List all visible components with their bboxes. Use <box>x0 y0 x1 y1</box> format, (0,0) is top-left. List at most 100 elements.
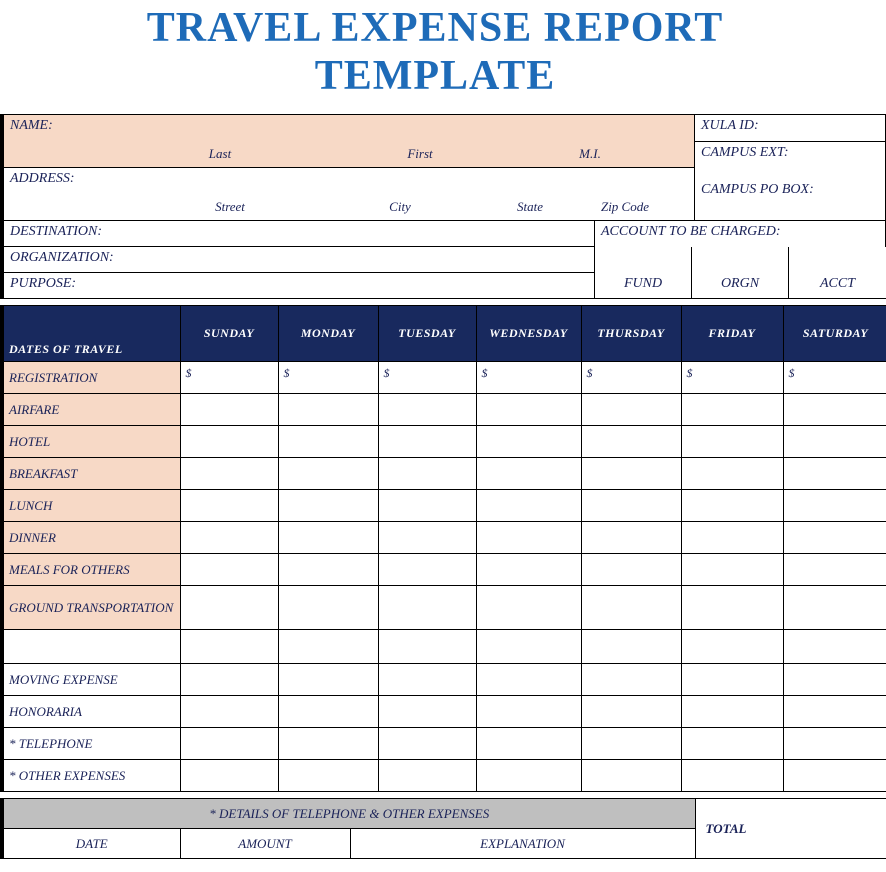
orgn-label: ORGN <box>692 273 789 299</box>
expense-cell[interactable]: $ <box>476 362 581 394</box>
expense-cell[interactable] <box>378 696 476 728</box>
expense-cell[interactable] <box>681 458 783 490</box>
expense-cell[interactable]: $ <box>681 362 783 394</box>
expense-cell[interactable] <box>783 458 886 490</box>
expense-cell[interactable] <box>783 426 886 458</box>
info-block: NAME: Last First M.I. XULA ID: CAMPUS EX… <box>0 114 886 299</box>
expense-cell[interactable] <box>581 522 681 554</box>
expense-cell[interactable] <box>581 728 681 760</box>
expense-cell[interactable] <box>278 760 378 792</box>
xula-id-label: XULA ID: <box>695 115 886 142</box>
expense-cell[interactable] <box>581 554 681 586</box>
expense-cell[interactable] <box>681 696 783 728</box>
expense-cell[interactable] <box>476 760 581 792</box>
expense-cell[interactable] <box>278 728 378 760</box>
expense-cell[interactable] <box>180 426 278 458</box>
expense-cell[interactable] <box>476 458 581 490</box>
expense-cell[interactable] <box>180 664 278 696</box>
expense-cell[interactable] <box>581 760 681 792</box>
expense-cell[interactable] <box>278 696 378 728</box>
category-label: MOVING EXPENSE <box>2 664 180 696</box>
expense-cell[interactable] <box>378 664 476 696</box>
expense-cell[interactable] <box>783 554 886 586</box>
expense-cell[interactable] <box>180 490 278 522</box>
expense-cell[interactable] <box>378 760 476 792</box>
expense-cell[interactable] <box>180 522 278 554</box>
expense-cell[interactable] <box>581 426 681 458</box>
expense-cell[interactable] <box>581 586 681 630</box>
category-label: BREAKFAST <box>2 458 180 490</box>
addr-state-sub: State <box>480 199 580 217</box>
expense-cell[interactable] <box>581 394 681 426</box>
expense-cell[interactable] <box>278 522 378 554</box>
expense-cell[interactable] <box>681 490 783 522</box>
expense-cell[interactable] <box>581 490 681 522</box>
expense-cell[interactable] <box>278 490 378 522</box>
expense-cell[interactable] <box>278 554 378 586</box>
details-col-header: AMOUNT <box>180 829 350 859</box>
expense-cell[interactable] <box>180 394 278 426</box>
expense-cell[interactable] <box>783 696 886 728</box>
expense-cell[interactable]: $ <box>278 362 378 394</box>
day-header: TUESDAY <box>378 306 476 362</box>
expense-cell[interactable]: $ <box>180 362 278 394</box>
expense-cell[interactable] <box>378 490 476 522</box>
expense-cell[interactable]: $ <box>378 362 476 394</box>
expense-cell[interactable] <box>476 728 581 760</box>
expense-cell[interactable] <box>783 394 886 426</box>
expense-cell[interactable] <box>681 554 783 586</box>
expense-cell[interactable] <box>278 426 378 458</box>
expense-cell[interactable] <box>180 554 278 586</box>
expense-cell[interactable] <box>278 394 378 426</box>
expense-cell[interactable] <box>476 426 581 458</box>
expense-cell[interactable] <box>681 586 783 630</box>
expense-cell[interactable] <box>783 522 886 554</box>
expense-cell[interactable]: $ <box>783 362 886 394</box>
addr-city-sub: City <box>320 199 480 217</box>
expense-row: * TELEPHONE <box>2 728 886 760</box>
expense-cell[interactable] <box>783 664 886 696</box>
expense-cell[interactable] <box>681 728 783 760</box>
category-label: LUNCH <box>2 490 180 522</box>
expense-cell[interactable] <box>581 696 681 728</box>
expense-cell[interactable] <box>180 458 278 490</box>
expense-row: AIRFARE <box>2 394 886 426</box>
expense-cell[interactable] <box>378 458 476 490</box>
expense-cell[interactable] <box>378 586 476 630</box>
expense-cell[interactable] <box>476 696 581 728</box>
expense-cell[interactable] <box>378 426 476 458</box>
expense-cell[interactable] <box>278 458 378 490</box>
expense-cell[interactable] <box>378 728 476 760</box>
expense-cell[interactable] <box>476 554 581 586</box>
expense-cell[interactable] <box>476 586 581 630</box>
expense-cell[interactable] <box>581 458 681 490</box>
expense-cell[interactable] <box>681 760 783 792</box>
expense-cell[interactable] <box>476 664 581 696</box>
expense-cell[interactable] <box>681 664 783 696</box>
expense-cell[interactable] <box>180 760 278 792</box>
expense-cell[interactable]: $ <box>581 362 681 394</box>
expense-cell[interactable] <box>378 554 476 586</box>
expense-cell[interactable] <box>783 490 886 522</box>
expense-cell[interactable] <box>476 490 581 522</box>
expense-row: GROUND TRANSPORTATION <box>2 586 886 630</box>
expense-cell[interactable] <box>783 760 886 792</box>
expense-cell[interactable] <box>681 394 783 426</box>
expense-cell[interactable] <box>278 586 378 630</box>
expense-cell[interactable] <box>378 394 476 426</box>
expense-cell[interactable] <box>681 522 783 554</box>
expense-cell[interactable] <box>378 522 476 554</box>
expense-cell[interactable] <box>681 426 783 458</box>
expense-cell[interactable] <box>581 664 681 696</box>
expense-cell[interactable] <box>180 586 278 630</box>
name-label: NAME: <box>10 118 53 133</box>
expense-cell[interactable] <box>783 728 886 760</box>
expense-cell[interactable] <box>476 394 581 426</box>
expense-cell[interactable] <box>180 696 278 728</box>
day-header-row: DATES OF TRAVEL SUNDAY MONDAY TUESDAY WE… <box>2 306 886 362</box>
expense-cell[interactable] <box>278 664 378 696</box>
expense-cell[interactable] <box>180 728 278 760</box>
expense-cell[interactable] <box>476 522 581 554</box>
expense-cell[interactable] <box>783 586 886 630</box>
day-header: SATURDAY <box>783 306 886 362</box>
